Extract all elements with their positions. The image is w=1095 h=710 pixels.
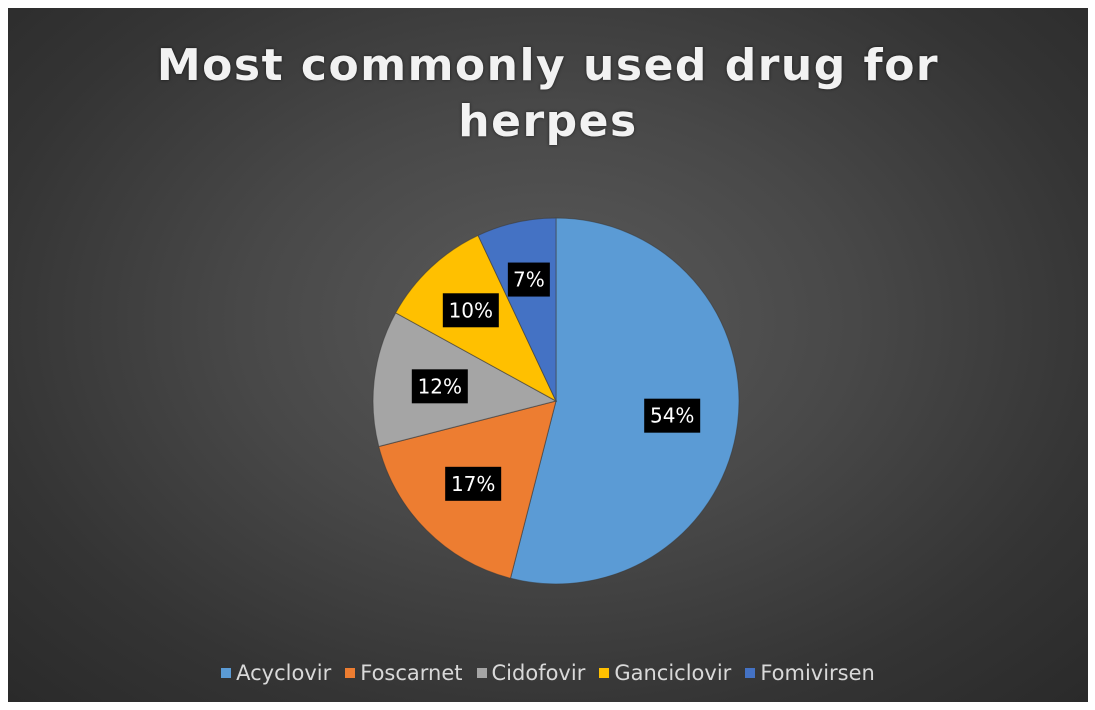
data-label-box-acyclovir	[644, 398, 701, 433]
legend-label-cidofovir: Cidofovir	[491, 661, 586, 685]
legend-item-acyclovir: Acyclovir	[221, 661, 331, 685]
legend-item-cidofovir: Cidofovir	[476, 661, 586, 685]
data-label-fomivirsen: 7%	[507, 262, 550, 297]
legend-swatch-cidofovir	[476, 668, 487, 678]
data-label-box-cidofovir	[411, 369, 468, 404]
legend-swatch-ganciclovir	[599, 668, 610, 678]
legend-item-ganciclovir: Ganciclovir	[599, 661, 731, 685]
chart-legend: Acyclovir Foscarnet Cidofovir Ganciclovi…	[8, 658, 1088, 688]
legend-swatch-foscarnet	[345, 668, 356, 678]
data-label-text-ganciclovir: 10%	[449, 298, 493, 322]
chart-title-line-1: Most commonly used drug for	[156, 40, 940, 91]
chart-title: Most commonly used drug for herpes	[8, 38, 1088, 150]
legend-swatch-acyclovir	[221, 668, 232, 678]
data-label-text-foscarnet: 17%	[451, 472, 495, 496]
data-label-box-ganciclovir	[442, 293, 499, 328]
pie-chart: 54% 17% 12% 10% 7%	[372, 217, 740, 585]
pie-slice-acyclovir	[509, 217, 740, 585]
data-label-text-fomivirsen: 7%	[513, 268, 545, 292]
data-label-text-cidofovir: 12%	[418, 374, 462, 398]
legend-item-foscarnet: Foscarnet	[345, 661, 463, 685]
legend-item-fomivirsen: Fomivirsen	[745, 661, 875, 685]
data-label-text-acyclovir: 54%	[650, 404, 694, 428]
legend-label-ganciclovir: Ganciclovir	[614, 661, 732, 685]
data-label-acyclovir: 54%	[644, 398, 701, 433]
legend-label-foscarnet: Foscarnet	[360, 661, 463, 685]
legend-swatch-fomivirsen	[745, 668, 756, 678]
chart-frame: Most commonly used drug for herpes 54% 17…	[8, 8, 1088, 702]
data-label-foscarnet: 17%	[445, 466, 502, 501]
chart-title-line-2: herpes	[458, 96, 638, 147]
data-label-ganciclovir: 10%	[442, 293, 499, 328]
legend-label-fomivirsen: Fomivirsen	[760, 661, 875, 685]
data-label-box-fomivirsen	[507, 262, 550, 297]
legend-label-acyclovir: Acyclovir	[236, 661, 332, 685]
data-label-box-foscarnet	[445, 466, 502, 501]
data-label-cidofovir: 12%	[411, 369, 468, 404]
